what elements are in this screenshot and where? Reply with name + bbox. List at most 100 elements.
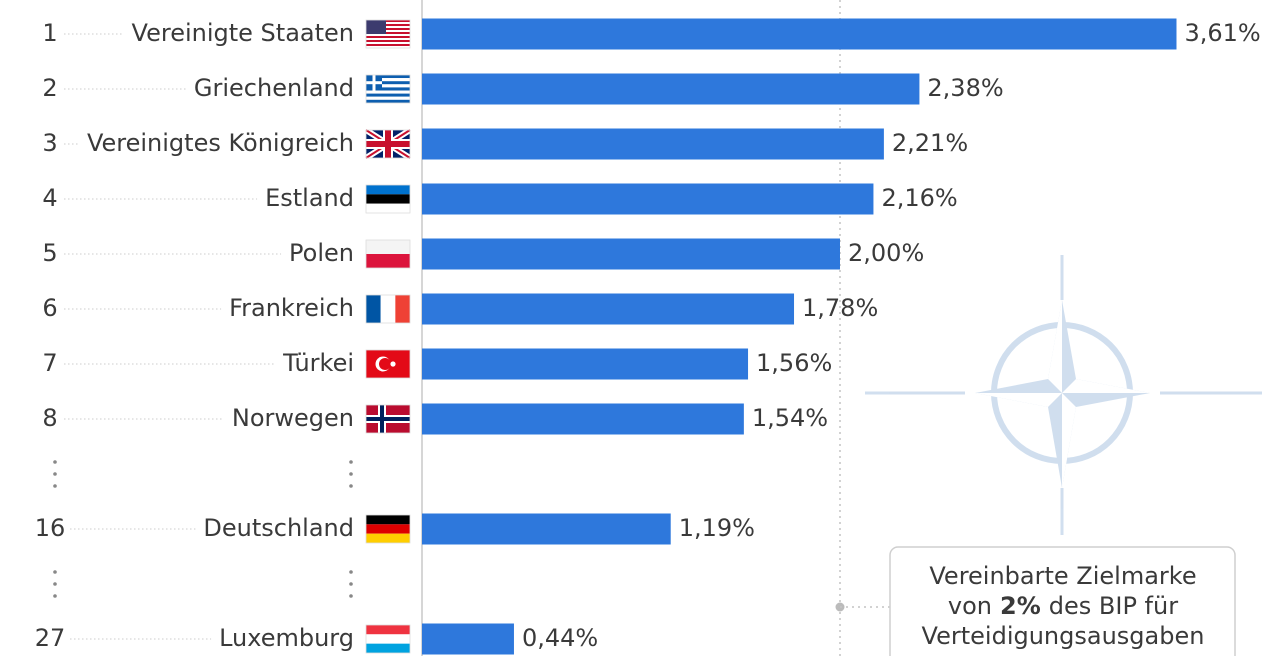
- flag: [365, 19, 411, 49]
- flag: [365, 404, 411, 434]
- bar: [422, 623, 514, 655]
- flag-part: [366, 75, 410, 79]
- flag-part: [366, 24, 410, 26]
- rank-label: 27: [35, 624, 66, 652]
- flag-part: [366, 417, 410, 421]
- bar: [422, 73, 920, 105]
- flag-part: [366, 20, 386, 34]
- value-label: 1,19%: [679, 514, 755, 542]
- flag-part: [366, 643, 410, 653]
- flag-border: [365, 349, 411, 379]
- flag-part: [366, 90, 410, 94]
- category-label: Vereinigtes Königreich: [87, 129, 354, 157]
- flag-part: [366, 515, 410, 525]
- flag-part: [366, 524, 410, 534]
- flag-border: [365, 624, 411, 654]
- flag-part: [366, 40, 410, 42]
- flag-border: [365, 239, 411, 269]
- flag-part: [366, 36, 410, 38]
- rank-label: 8: [42, 404, 57, 432]
- flag: [365, 514, 411, 544]
- flag-part: [366, 533, 410, 543]
- bar: [422, 293, 795, 325]
- annotation-text: von: [948, 592, 992, 620]
- rank-label: 2: [42, 74, 57, 102]
- flag-part: [366, 295, 381, 323]
- flag: [365, 624, 411, 654]
- flag-part: [366, 96, 410, 100]
- category-label: Luxemburg: [219, 624, 354, 652]
- flag-part: [366, 254, 410, 268]
- bar: [422, 513, 671, 545]
- flag-part: [379, 358, 391, 370]
- bar: [422, 403, 744, 435]
- rank-label: 7: [42, 349, 57, 377]
- flag-part: [366, 20, 410, 22]
- flag-part: [366, 240, 410, 254]
- category-label: Vereinigte Staaten: [132, 19, 354, 47]
- value-label: 2,38%: [927, 74, 1003, 102]
- flag: [365, 184, 411, 214]
- flag-part: [366, 141, 410, 147]
- flag-part: [366, 28, 410, 30]
- rank-label: 1: [42, 19, 57, 47]
- flag-part: [366, 93, 410, 97]
- flag-border: [365, 404, 411, 434]
- flag-part: [366, 78, 410, 82]
- flag: [365, 74, 411, 104]
- flag-part: [366, 203, 410, 213]
- flag-part: [366, 84, 410, 88]
- flag-part: [366, 81, 410, 85]
- annotation-text: Vereinbarte Zielmarke: [929, 562, 1196, 590]
- annotation-text: von 2% des BIP für: [948, 592, 1178, 620]
- flag-part: [366, 99, 410, 103]
- rank-label: 4: [42, 184, 57, 212]
- flag-border: [365, 19, 411, 49]
- annotation-text: des BIP für: [1049, 592, 1178, 620]
- value-label: 2,21%: [892, 129, 968, 157]
- value-label: 0,44%: [522, 624, 598, 652]
- value-label: 1,56%: [756, 349, 832, 377]
- flag-part: [366, 185, 410, 195]
- flag-part: [366, 32, 410, 34]
- value-label: 2,16%: [881, 184, 957, 212]
- flag-part: [366, 44, 410, 46]
- flag-part: [366, 81, 382, 85]
- value-label: 1,54%: [752, 404, 828, 432]
- value-label: 1,78%: [802, 294, 878, 322]
- value-label: 2,00%: [848, 239, 924, 267]
- category-label: Türkei: [282, 349, 354, 377]
- flag: [365, 294, 411, 324]
- category-label: Estland: [265, 184, 354, 212]
- flag-border: [365, 129, 411, 159]
- value-label: 3,61%: [1184, 19, 1260, 47]
- bar: [422, 183, 874, 215]
- flag-part: [380, 295, 396, 323]
- flag: [364, 127, 412, 161]
- flag: [365, 239, 411, 269]
- nato-logo: [865, 255, 1262, 535]
- annotation-emphasis: 2%: [1000, 592, 1041, 620]
- rank-label: 6: [42, 294, 57, 322]
- category-label: Norwegen: [232, 404, 354, 432]
- rank-label: 5: [42, 239, 57, 267]
- bar: [422, 348, 749, 380]
- flag-part: [366, 634, 410, 644]
- flag: [365, 349, 411, 379]
- bar: [422, 128, 884, 160]
- flag-part: [366, 625, 410, 635]
- ellipsis: [53, 460, 353, 598]
- rank-label: 16: [35, 514, 66, 542]
- category-label: Griechenland: [194, 74, 354, 102]
- annotation-text: Verteidigungsausgaben: [922, 622, 1205, 650]
- category-label: Deutschland: [203, 514, 354, 542]
- flag-border: [365, 74, 411, 104]
- flag-part: [395, 295, 411, 323]
- bar: [422, 238, 840, 270]
- flag-border: [365, 514, 411, 544]
- annotation-box: [889, 546, 1236, 656]
- flag-border: [365, 294, 411, 324]
- flag-border: [365, 184, 411, 214]
- flag-part: [366, 194, 410, 204]
